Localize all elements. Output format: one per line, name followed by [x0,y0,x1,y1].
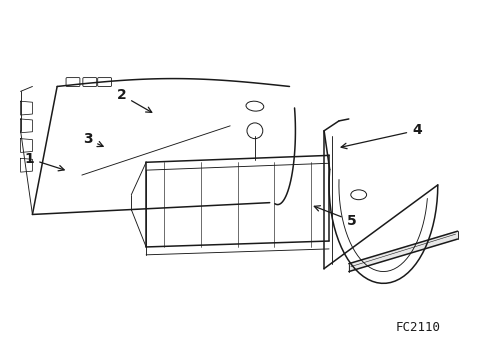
Text: 3: 3 [83,132,103,147]
Text: 1: 1 [24,152,64,171]
Text: 4: 4 [341,123,422,149]
Polygon shape [349,231,458,271]
Text: 5: 5 [314,206,356,228]
Text: 2: 2 [117,88,152,112]
Text: FC2110: FC2110 [395,321,441,334]
